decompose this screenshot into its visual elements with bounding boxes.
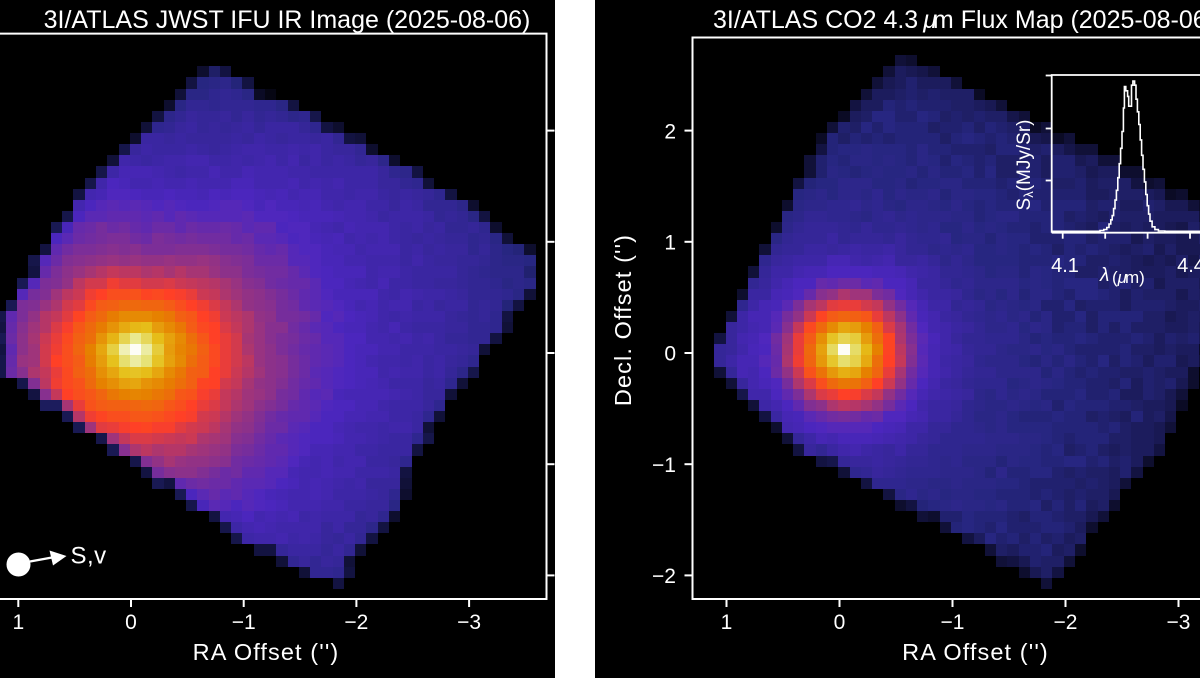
svg-text:Sλ(MJy/Sr): Sλ(MJy/Sr) — [1014, 120, 1036, 211]
svg-text:2: 2 — [664, 120, 676, 143]
svg-text:0: 0 — [664, 343, 676, 366]
svg-text:1: 1 — [12, 611, 24, 634]
svg-text:1: 1 — [721, 611, 733, 634]
svg-text:1: 1 — [664, 232, 676, 255]
svg-text:S,v: S,v — [71, 543, 107, 570]
svg-text:−1: −1 — [652, 454, 676, 477]
svg-text:RA Offset (''): RA Offset ('') — [902, 639, 1049, 665]
svg-text:(μm): (μm) — [1112, 268, 1145, 287]
svg-text:Decl. Offset (''): Decl. Offset ('') — [610, 234, 636, 406]
svg-text:−2: −2 — [1054, 611, 1078, 634]
svg-text:0: 0 — [125, 611, 137, 634]
svg-text:−1: −1 — [232, 611, 256, 634]
svg-text:3I/ATLAS JWST IFU IR Image (20: 3I/ATLAS JWST IFU IR Image (2025-08-06) — [44, 6, 531, 34]
svg-text:4.4: 4.4 — [1177, 255, 1200, 277]
svg-text:4.1: 4.1 — [1051, 255, 1079, 277]
svg-text:−3: −3 — [1167, 611, 1191, 634]
svg-text:−3: −3 — [457, 611, 481, 634]
svg-text:RA Offset (''): RA Offset ('') — [193, 639, 340, 665]
svg-text:3I/ATLAS CO2 4.3 μm Flux Map (: 3I/ATLAS CO2 4.3 μm Flux Map (2025-08-06… — [713, 6, 1200, 34]
svg-text:−1: −1 — [941, 611, 965, 634]
svg-text:−2: −2 — [344, 611, 368, 634]
svg-text:0: 0 — [834, 611, 846, 634]
svg-text:λ: λ — [1099, 265, 1109, 286]
svg-text:−2: −2 — [652, 565, 676, 588]
